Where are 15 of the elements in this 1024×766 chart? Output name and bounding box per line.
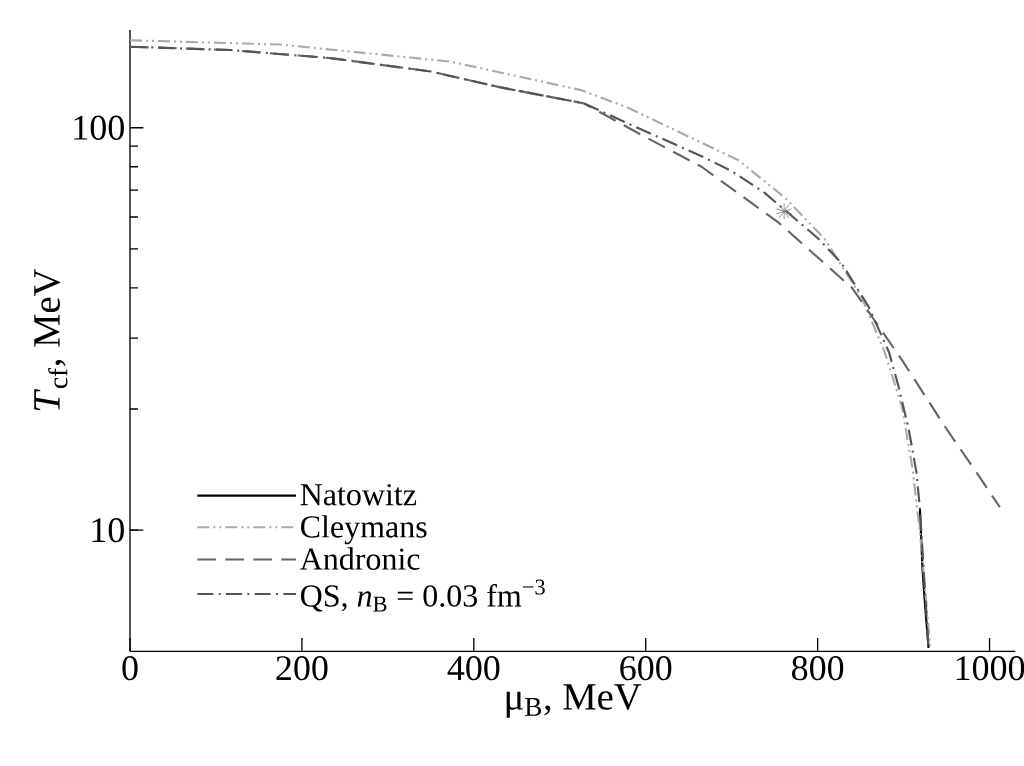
x-tick-label: 600: [620, 656, 672, 681]
legend-label: Cleymans: [301, 515, 427, 545]
x-tick-label: 400: [447, 656, 500, 681]
y-axis-title: T$_{cf}$, MeV: [34, 268, 68, 411]
line-series: [918, 507, 930, 649]
x-tick-label: 800: [792, 656, 844, 681]
legend-label: QS, n$_{B}$ = 0.03 fm$^{−3}$: [301, 579, 545, 612]
legend-label: Natowitz: [300, 483, 417, 506]
y-tick-label: 100: [74, 115, 124, 140]
y-tick-label: 10: [92, 518, 124, 543]
x-axis-title: μ$_{B}$, MeV: [506, 684, 642, 718]
x-tick-label: 1000: [956, 656, 1024, 681]
legend-label: Andronic: [300, 547, 420, 570]
x-tick-label: 200: [276, 656, 328, 681]
x-tick-label: 0: [122, 656, 138, 681]
